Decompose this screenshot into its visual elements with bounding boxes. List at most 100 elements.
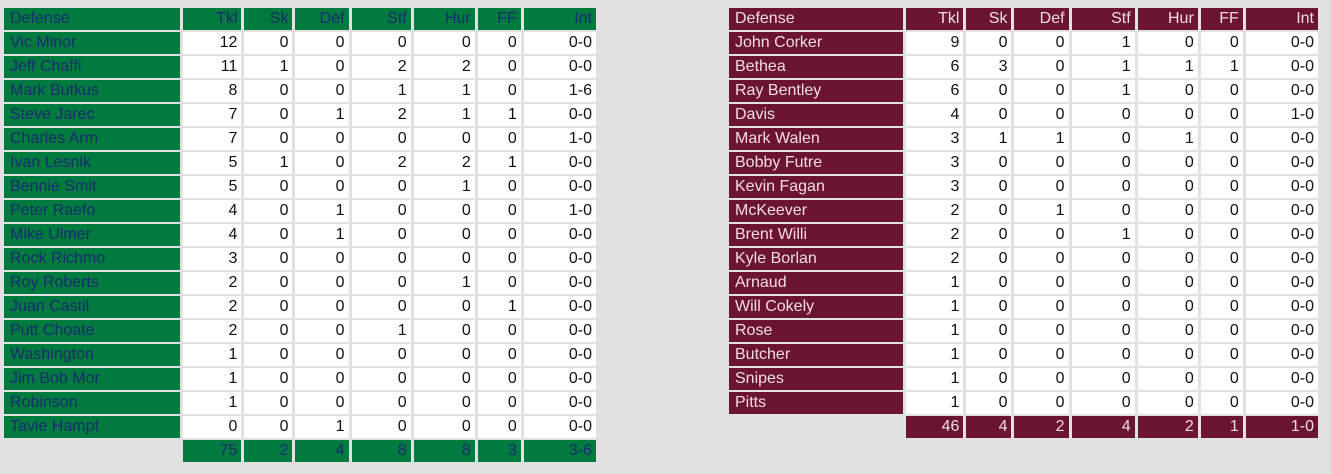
stat-def: 0 bbox=[1014, 392, 1069, 414]
stat-def: 0 bbox=[295, 368, 349, 390]
stat-def: 1 bbox=[295, 224, 349, 246]
stat-hur: 0 bbox=[413, 296, 475, 318]
player-row: Charles Arm 7 0 0 0 0 0 1-0 bbox=[4, 128, 596, 150]
header-row: Defense Tkl Sk Def Stf Hur FF Int bbox=[4, 8, 596, 30]
total-sk: 4 bbox=[966, 416, 1012, 438]
stat-sk: 1 bbox=[966, 128, 1012, 150]
stat-sk: 0 bbox=[244, 416, 293, 438]
stat-tkl: 1 bbox=[906, 368, 964, 390]
stat-ff: 0 bbox=[1200, 32, 1243, 54]
player-name: Jim Bob Mor bbox=[4, 368, 181, 390]
stat-sk: 0 bbox=[244, 368, 293, 390]
stat-int: 0-0 bbox=[523, 152, 596, 174]
stat-hur: 0 bbox=[413, 416, 475, 438]
stat-int: 1-0 bbox=[1245, 104, 1318, 126]
stat-ff: 0 bbox=[477, 368, 521, 390]
stat-stf: 0 bbox=[1071, 104, 1135, 126]
stat-hur: 0 bbox=[1137, 368, 1198, 390]
stat-def: 0 bbox=[1014, 80, 1069, 102]
stat-ff: 0 bbox=[477, 248, 521, 270]
stat-hur: 0 bbox=[1137, 392, 1198, 414]
player-name: Kevin Fagan bbox=[729, 176, 904, 198]
stat-stf: 0 bbox=[1071, 248, 1135, 270]
stat-hur: 2 bbox=[413, 56, 475, 78]
column-header-def: Def bbox=[295, 8, 349, 30]
stat-tkl: 2 bbox=[183, 296, 242, 318]
stat-ff: 0 bbox=[477, 200, 521, 222]
total-hur: 2 bbox=[1137, 416, 1198, 438]
stat-stf: 0 bbox=[351, 368, 411, 390]
stat-stf: 0 bbox=[1071, 344, 1135, 366]
stat-ff: 0 bbox=[1200, 224, 1243, 246]
stat-hur: 1 bbox=[413, 104, 475, 126]
column-header-sk: Sk bbox=[244, 8, 293, 30]
player-row: Butcher 1 0 0 0 0 0 0-0 bbox=[729, 344, 1318, 366]
stat-stf: 0 bbox=[1071, 392, 1135, 414]
stat-sk: 0 bbox=[966, 104, 1012, 126]
player-row: Jeff Chaffi 11 1 0 2 2 0 0-0 bbox=[4, 56, 596, 78]
stat-tkl: 5 bbox=[183, 176, 242, 198]
stat-def: 0 bbox=[1014, 320, 1069, 342]
player-row: McKeever 2 0 1 0 0 0 0-0 bbox=[729, 200, 1318, 222]
stat-sk: 0 bbox=[966, 176, 1012, 198]
stat-ff: 0 bbox=[477, 272, 521, 294]
stat-int: 1-6 bbox=[523, 80, 596, 102]
player-row: Tavie Hampt 0 0 1 0 0 0 0-0 bbox=[4, 416, 596, 438]
stat-ff: 1 bbox=[477, 104, 521, 126]
player-row: Jim Bob Mor 1 0 0 0 0 0 0-0 bbox=[4, 368, 596, 390]
player-row: Rose 1 0 0 0 0 0 0-0 bbox=[729, 320, 1318, 342]
player-row: Kevin Fagan 3 0 0 0 0 0 0-0 bbox=[729, 176, 1318, 198]
stat-tkl: 6 bbox=[906, 56, 964, 78]
column-header-stf: Stf bbox=[1071, 8, 1135, 30]
player-row: Rock Richmo 3 0 0 0 0 0 0-0 bbox=[4, 248, 596, 270]
stat-ff: 1 bbox=[1200, 56, 1243, 78]
stat-def: 0 bbox=[1014, 224, 1069, 246]
stat-stf: 0 bbox=[1071, 296, 1135, 318]
stat-stf: 2 bbox=[351, 56, 411, 78]
stat-ff: 0 bbox=[1200, 176, 1243, 198]
stat-sk: 0 bbox=[244, 200, 293, 222]
player-name: Pitts bbox=[729, 392, 904, 414]
stat-def: 1 bbox=[295, 104, 349, 126]
stat-sk: 0 bbox=[966, 320, 1012, 342]
home-defense-table: Defense Tkl Sk Def Stf Hur FF Int Vic Minor 12 0 0… bbox=[1, 6, 599, 464]
player-row: Mark Walen 3 1 1 0 1 0 0-0 bbox=[729, 128, 1318, 150]
stat-stf: 0 bbox=[351, 392, 411, 414]
stat-tkl: 2 bbox=[906, 248, 964, 270]
stat-def: 0 bbox=[295, 392, 349, 414]
stat-tkl: 7 bbox=[183, 104, 242, 126]
player-name: Charles Arm bbox=[4, 128, 181, 150]
stat-hur: 0 bbox=[1137, 152, 1198, 174]
stat-ff: 0 bbox=[477, 416, 521, 438]
player-name: Steve Jarec bbox=[4, 104, 181, 126]
total-stf: 4 bbox=[1071, 416, 1135, 438]
stat-def: 1 bbox=[295, 416, 349, 438]
stat-sk: 0 bbox=[966, 248, 1012, 270]
stat-ff: 0 bbox=[477, 176, 521, 198]
stat-hur: 0 bbox=[413, 344, 475, 366]
column-header-defense: Defense bbox=[4, 8, 181, 30]
stat-tkl: 3 bbox=[183, 248, 242, 270]
stat-ff: 0 bbox=[477, 56, 521, 78]
stat-stf: 0 bbox=[351, 128, 411, 150]
stat-hur: 0 bbox=[1137, 176, 1198, 198]
player-name: Bennie Smit bbox=[4, 176, 181, 198]
stat-hur: 0 bbox=[413, 368, 475, 390]
stat-hur: 0 bbox=[1137, 80, 1198, 102]
stat-sk: 1 bbox=[244, 152, 293, 174]
player-name: Snipes bbox=[729, 368, 904, 390]
stat-hur: 1 bbox=[413, 176, 475, 198]
stat-int: 0-0 bbox=[523, 392, 596, 414]
stat-hur: 0 bbox=[413, 320, 475, 342]
stat-stf: 2 bbox=[351, 104, 411, 126]
stat-stf: 0 bbox=[351, 176, 411, 198]
stat-def: 0 bbox=[295, 128, 349, 150]
totals-spacer bbox=[4, 440, 180, 462]
player-row: Mark Butkus 8 0 0 1 1 0 1-6 bbox=[4, 80, 596, 102]
stat-def: 0 bbox=[1014, 368, 1069, 390]
stat-def: 0 bbox=[1014, 248, 1069, 270]
stat-ff: 0 bbox=[1200, 344, 1243, 366]
stat-stf: 0 bbox=[1071, 128, 1135, 150]
stat-def: 0 bbox=[295, 176, 349, 198]
stat-ff: 0 bbox=[1200, 128, 1243, 150]
